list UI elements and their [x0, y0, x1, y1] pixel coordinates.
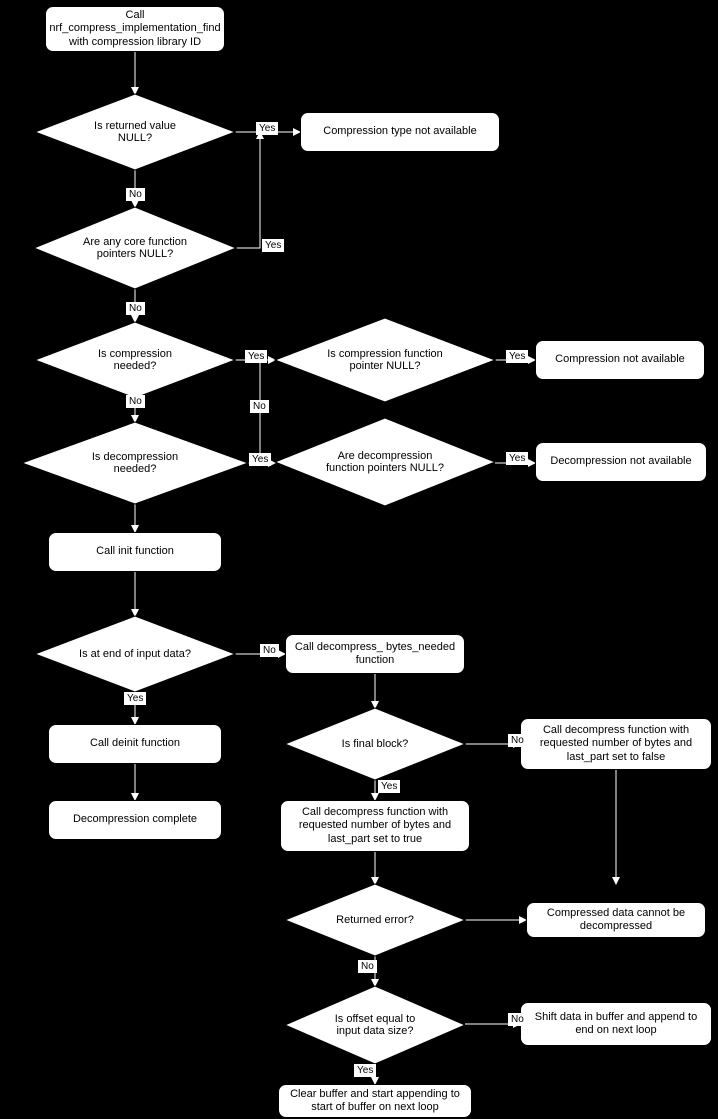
edge-label: No	[126, 395, 145, 408]
edge-label: Yes	[256, 122, 278, 135]
flow-decision-n_offset_eq	[285, 986, 465, 1064]
edge-label: No	[250, 400, 269, 413]
flow-process-n_type_na: Compression type not available	[300, 112, 500, 152]
edge-label: Yes	[354, 1064, 376, 1077]
flow-decision-n_decomp_needed	[22, 422, 248, 504]
flow-process-n_comp_na: Compression not available	[535, 340, 705, 380]
flow-process-n_call_find: Call nrf_compress_implementation_find wi…	[45, 6, 225, 52]
flow-decision-n_eod	[35, 616, 235, 692]
edge-label: Yes	[378, 780, 400, 793]
flow-process-n_shift: Shift data in buffer and append to end o…	[520, 1002, 712, 1046]
flow-edge	[236, 132, 260, 248]
edge-label: No	[508, 1013, 527, 1026]
flow-decision-n_comp_needed	[35, 322, 235, 398]
flow-decision-n_final_block	[285, 708, 465, 780]
flow-process-n_decomp_done: Decompression complete	[48, 800, 222, 840]
edge-label: No	[358, 960, 377, 973]
flow-process-n_cannot: Compressed data cannot be decompressed	[526, 902, 706, 938]
flow-process-n_decomp_true: Call decompress function with requested …	[280, 800, 470, 852]
flow-decision-n_core_null	[34, 207, 236, 289]
edge-label: No	[508, 734, 527, 747]
flow-process-n_bytes_needed: Call decompress_ bytes_needed function	[285, 634, 465, 674]
flow-process-n_call_deinit: Call deinit function	[48, 724, 222, 764]
edge-label: Yes	[124, 692, 146, 705]
flow-process-n_clear: Clear buffer and start appending to star…	[278, 1084, 472, 1118]
edge-label: Yes	[245, 350, 267, 363]
flow-decision-n_is_null	[35, 94, 235, 170]
edge-label: No	[126, 302, 145, 315]
flow-process-n_call_init: Call init function	[48, 532, 222, 572]
edge-label: No	[126, 188, 145, 201]
flow-process-n_decomp_false: Call decompress function with requested …	[520, 718, 712, 770]
flow-decision-n_decomp_fp_null	[275, 418, 495, 506]
flow-decision-n_ret_err	[285, 884, 465, 956]
edge-label: Yes	[249, 453, 271, 466]
edge-label: Yes	[506, 452, 528, 465]
edge-label: Yes	[262, 239, 284, 252]
edge-label: No	[260, 644, 279, 657]
edge-label: Yes	[506, 350, 528, 363]
flow-decision-n_comp_fp_null	[275, 318, 495, 402]
flow-process-n_decomp_na: Decompression not available	[535, 442, 707, 482]
